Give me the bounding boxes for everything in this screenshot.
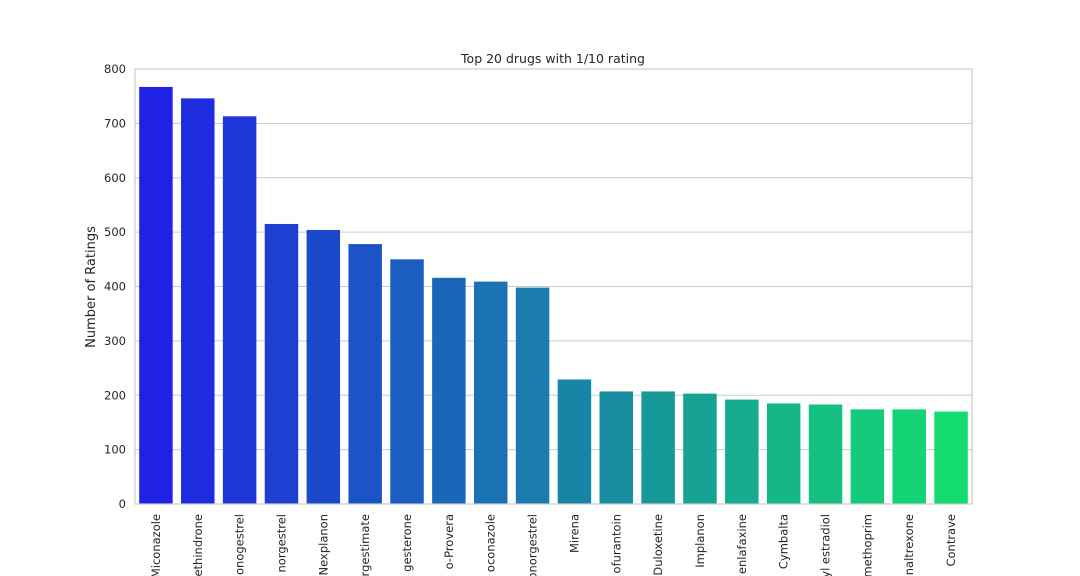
y-axis-label: Number of Ratings: [84, 226, 99, 348]
bar: [222, 116, 257, 505]
x-tick-label: rgestimate: [358, 514, 372, 576]
x-tick-label: o-Provera: [442, 514, 456, 569]
gridlines: [135, 68, 972, 505]
bar: [348, 244, 382, 504]
x-tick-label: ofurantoin: [609, 514, 623, 573]
bar: [683, 393, 717, 504]
x-tick-label: methoprim: [860, 514, 874, 576]
x-tick-label: Nexplanon: [316, 514, 330, 575]
bar: [934, 411, 968, 504]
bar: [432, 277, 466, 504]
x-tick-label: enlafaxine: [735, 514, 749, 574]
x-tick-label: Cymbalta: [777, 514, 791, 569]
x-tick-label: yl estradiol: [819, 514, 833, 576]
bar: [473, 281, 508, 504]
x-tick-labels: Miconazole ethindrone onogestrel norgestrel…: [149, 514, 958, 576]
bar: [808, 404, 843, 504]
y-tick-label: 700: [104, 116, 126, 130]
x-tick-label: Duloxetine: [651, 514, 665, 576]
x-tick-label: norgestrel: [274, 514, 288, 572]
x-tick-label: ethindrone: [191, 514, 205, 576]
bar: [139, 86, 173, 504]
x-tick-label: naltrexone: [902, 514, 916, 575]
x-tick-label: Miconazole: [149, 514, 163, 576]
x-tick-label: Contrave: [944, 514, 958, 567]
bar: [641, 391, 675, 504]
bar: [515, 287, 550, 504]
y-tick-label: 400: [104, 280, 126, 294]
bar: [390, 259, 424, 504]
x-tick-label: onogestrel: [233, 514, 247, 575]
x-tick-label: Mirena: [567, 514, 581, 553]
y-tick-label: 300: [104, 334, 126, 348]
y-tick-label: 500: [104, 225, 126, 239]
bar: [181, 98, 215, 505]
bar: [892, 409, 926, 504]
y-tick-label: 600: [104, 171, 126, 185]
bar: [264, 223, 299, 504]
x-tick-label: Implanon: [693, 514, 707, 568]
y-tick-label: 0: [119, 497, 126, 511]
y-tick-label: 200: [104, 388, 126, 402]
x-tick-label: gesterone: [400, 514, 414, 572]
y-tick-labels: 0 100 200 300 400 500 600 700 800: [104, 62, 126, 511]
bar: [850, 409, 885, 504]
bar: [557, 379, 592, 504]
chart-title: Top 20 drugs with 1/10 rating: [460, 51, 645, 66]
bar: [725, 399, 759, 504]
bar: [766, 403, 801, 504]
bars: [139, 86, 968, 505]
plot-frame: [134, 68, 973, 505]
y-tick-label: 800: [104, 62, 126, 76]
bar: [306, 229, 341, 504]
x-tick-label: onorgestrel: [526, 514, 540, 576]
x-tick-label: oconazole: [484, 514, 498, 572]
bar: [599, 391, 634, 504]
y-tick-label: 100: [104, 443, 126, 457]
